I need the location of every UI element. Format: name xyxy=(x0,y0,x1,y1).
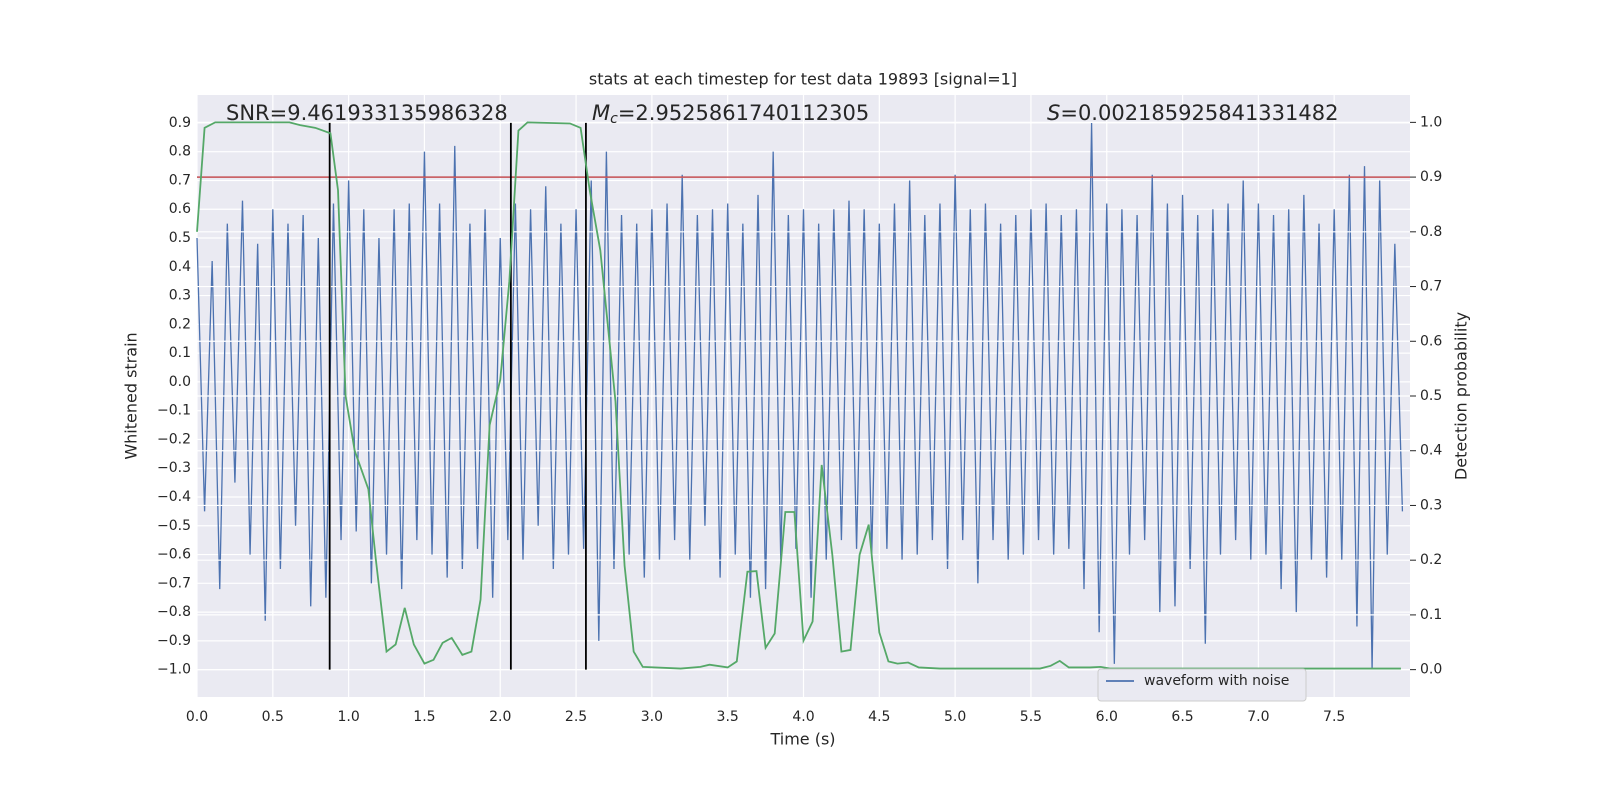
x-tick-label: 5.5 xyxy=(1020,709,1042,725)
x-tick-label: 0.5 xyxy=(262,709,284,725)
y2-tick-label: 0.9 xyxy=(1420,169,1442,185)
annotation-subscript: c xyxy=(610,111,618,127)
x-tick-label: 2.5 xyxy=(565,709,587,725)
x-tick-label: 6.0 xyxy=(1096,709,1118,725)
y2-tick-label: 0.1 xyxy=(1420,607,1442,623)
y-tick-label: 0.0 xyxy=(169,374,191,390)
annotation: SNR=9.461933135986328 xyxy=(226,101,508,125)
y2-tick-label: 0.0 xyxy=(1420,662,1442,678)
y2-tick-label: 0.3 xyxy=(1420,497,1442,513)
y-tick-label: 0.3 xyxy=(169,288,191,304)
annotation: Mc=2.9525861740112305 xyxy=(592,101,869,127)
y2-tick-label: 0.4 xyxy=(1420,443,1442,459)
annotation-text: =0.002185925841331482 xyxy=(1060,101,1338,125)
y-tick-label: 0.8 xyxy=(169,144,191,160)
x-tick-label: 4.5 xyxy=(868,709,890,725)
y-tick-label: 0.2 xyxy=(169,316,191,332)
annotation-text: SNR=9.461933135986328 xyxy=(226,101,508,125)
annotation-text: =2.9525861740112305 xyxy=(618,101,869,125)
x-tick-label: 0.0 xyxy=(186,709,208,725)
y-tick-label: −0.5 xyxy=(157,518,191,534)
annotation: S=0.002185925841331482 xyxy=(1047,101,1338,125)
y-tick-label: −0.3 xyxy=(157,460,191,476)
y-tick-label: −0.6 xyxy=(157,547,191,563)
x-tick-label: 1.5 xyxy=(413,709,435,725)
y2-tick-label: 1.0 xyxy=(1420,114,1442,130)
y-tick-label: 0.4 xyxy=(169,259,191,275)
y-tick-label: −0.2 xyxy=(157,431,191,447)
y-tick-label: −0.1 xyxy=(157,403,191,419)
chart-title: stats at each timestep for test data 198… xyxy=(589,70,1017,89)
x-tick-label: 7.0 xyxy=(1247,709,1269,725)
y-tick-label: 0.6 xyxy=(169,201,191,217)
y2-tick-label: 0.5 xyxy=(1420,388,1442,404)
y2-axis-label: Detection probability xyxy=(1452,312,1471,480)
y-tick-label: −0.7 xyxy=(157,575,191,591)
y-tick-label: 0.1 xyxy=(169,345,191,361)
y-axis-label: Whitened strain xyxy=(122,332,141,459)
x-axis-label: Time (s) xyxy=(769,730,835,749)
waveform-line xyxy=(196,122,1404,670)
y-tick-label: 0.7 xyxy=(169,172,191,188)
y-tick-label: −0.4 xyxy=(157,489,191,505)
annotation-symbol: S xyxy=(1047,101,1060,125)
probability-line xyxy=(196,121,1401,670)
y-tick-label: −0.8 xyxy=(157,604,191,620)
x-tick-label: 4.0 xyxy=(792,709,814,725)
legend-box xyxy=(1097,668,1307,702)
x-tick-label: 3.5 xyxy=(717,709,739,725)
y2-tick-label: 0.8 xyxy=(1420,224,1442,240)
x-tick-label: 5.0 xyxy=(944,709,966,725)
y-tick-label: −0.9 xyxy=(157,633,191,649)
legend-label: waveform with noise xyxy=(1144,673,1289,689)
y2-tick-label: 0.7 xyxy=(1420,279,1442,295)
x-tick-label: 7.5 xyxy=(1323,709,1345,725)
y2-tick-label: 0.6 xyxy=(1420,333,1442,349)
x-tick-label: 3.0 xyxy=(641,709,663,725)
x-tick-label: 2.0 xyxy=(489,709,511,725)
y-tick-label: 0.9 xyxy=(169,115,191,131)
x-tick-label: 1.0 xyxy=(337,709,359,725)
x-tick-label: 6.5 xyxy=(1171,709,1193,725)
annotation-symbol: M xyxy=(592,101,610,125)
y2-tick-label: 0.2 xyxy=(1420,552,1442,568)
y-tick-label: −1.0 xyxy=(157,662,191,678)
y-tick-label: 0.5 xyxy=(169,230,191,246)
